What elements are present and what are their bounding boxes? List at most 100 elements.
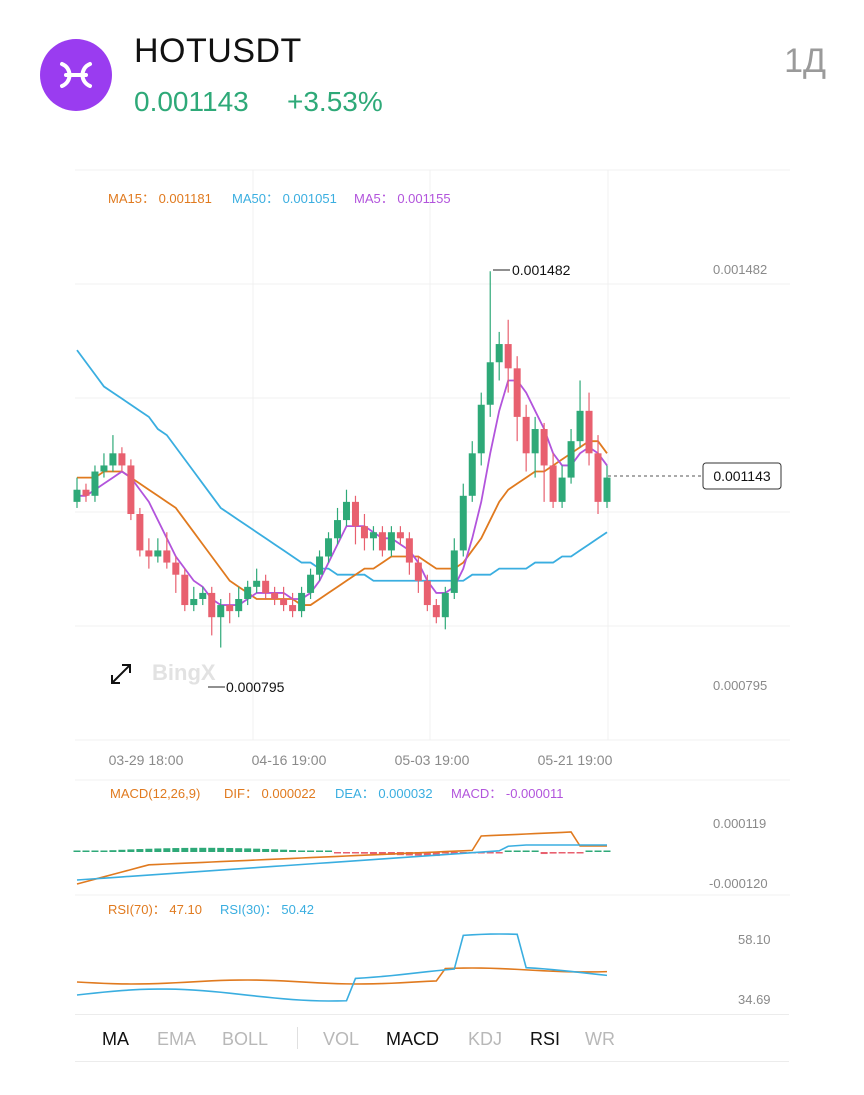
chart-area[interactable]: MA15： 0.001181 MA50： 0.001051 MA5： 0.001… bbox=[0, 0, 864, 1012]
candle-body bbox=[576, 410, 584, 442]
candle-body bbox=[585, 410, 593, 454]
axis-macd-low: -0.000120 bbox=[709, 876, 768, 891]
macd-bar bbox=[360, 852, 368, 854]
x-tick-label: 05-21 19:00 bbox=[538, 752, 613, 768]
macd-bar bbox=[495, 852, 503, 854]
candles bbox=[73, 271, 611, 648]
legend-ma50: MA50： 0.001051 bbox=[232, 191, 337, 206]
candle-body bbox=[280, 598, 288, 606]
period-selector[interactable]: 1Д bbox=[784, 42, 826, 80]
last-price: 0.001143 bbox=[134, 86, 249, 117]
macd-bar bbox=[549, 852, 557, 854]
macd-bar bbox=[486, 852, 494, 854]
candle-body bbox=[603, 477, 611, 502]
tab-kdj[interactable]: KDJ bbox=[468, 1029, 503, 1049]
macd-bar bbox=[414, 852, 422, 856]
candle-body bbox=[163, 550, 171, 563]
macd-bar bbox=[585, 850, 593, 852]
price-change: +3.53% bbox=[287, 86, 383, 117]
axis-price-high: 0.001482 bbox=[713, 262, 767, 277]
candle-body bbox=[118, 453, 126, 466]
macd-bar bbox=[73, 850, 81, 852]
candle-body bbox=[145, 550, 153, 557]
macd-bar bbox=[289, 850, 297, 852]
tab-wr[interactable]: WR bbox=[585, 1029, 615, 1049]
candle-body bbox=[441, 592, 449, 618]
x-tick-label: 04-16 19:00 bbox=[252, 752, 327, 768]
max-label: 0.001482 bbox=[512, 262, 571, 278]
macd-bar bbox=[226, 848, 234, 852]
moving-averages bbox=[76, 349, 608, 606]
candle-body bbox=[217, 605, 225, 618]
macd-bar bbox=[603, 850, 611, 852]
candle-body bbox=[82, 489, 90, 496]
rsi70-line bbox=[76, 967, 608, 985]
grid bbox=[75, 169, 790, 896]
candle-body bbox=[342, 501, 350, 521]
legend-dea: DEA： 0.000032 bbox=[335, 786, 433, 801]
macd-bar bbox=[450, 852, 458, 854]
candle-body bbox=[91, 471, 99, 496]
macd-bar bbox=[298, 850, 306, 852]
macd-bar bbox=[172, 848, 180, 852]
macd-bar bbox=[109, 850, 117, 852]
candle-body bbox=[73, 489, 81, 502]
macd-bar bbox=[334, 852, 342, 854]
header: HOTUSDT 0.001143 +3.53% 1Д bbox=[0, 0, 864, 150]
axis-macd-high: 0.000119 bbox=[713, 816, 766, 831]
macd-bar bbox=[531, 850, 539, 852]
candle-body bbox=[423, 580, 431, 606]
macd-bar bbox=[190, 847, 198, 852]
tab-ema[interactable]: EMA bbox=[157, 1029, 197, 1049]
candle-body bbox=[325, 538, 333, 557]
candle-body bbox=[360, 526, 368, 539]
ma5-line bbox=[77, 379, 608, 606]
legend-macd: MACD： -0.000011 bbox=[451, 786, 563, 801]
macd-bar bbox=[217, 847, 225, 852]
candle-body bbox=[208, 592, 216, 618]
macd-bar bbox=[522, 850, 530, 852]
tab-vol[interactable]: VOL bbox=[323, 1029, 360, 1049]
macd-bar bbox=[262, 848, 270, 852]
macd-bar bbox=[127, 849, 135, 852]
legend-ma5: MA5： 0.001155 bbox=[354, 191, 451, 206]
expand-icon[interactable] bbox=[111, 664, 131, 684]
candle-body bbox=[558, 477, 566, 502]
macd-bar bbox=[432, 852, 440, 857]
hot-logo-icon bbox=[40, 39, 112, 111]
x-axis-ticks: 03-29 18:00 04-16 19:00 05-03 19:00 05-21 1… bbox=[109, 752, 613, 768]
candle-body bbox=[316, 556, 324, 575]
tab-rsi[interactable]: RSI bbox=[530, 1029, 561, 1049]
macd-bar bbox=[145, 848, 153, 852]
candle-body bbox=[504, 344, 512, 369]
candle-body bbox=[405, 538, 413, 563]
candle-body bbox=[262, 580, 270, 593]
candle-body bbox=[244, 586, 252, 599]
current-price-label: 0.001143 bbox=[713, 468, 771, 484]
legend-dif: DIF： 0.000022 bbox=[224, 786, 316, 801]
candle-body bbox=[522, 416, 530, 454]
candle-body bbox=[199, 592, 207, 599]
tab-boll[interactable]: BOLL bbox=[222, 1029, 269, 1049]
macd-bar bbox=[325, 850, 333, 852]
candle-body bbox=[540, 429, 548, 466]
tab-ma[interactable]: MA bbox=[102, 1029, 129, 1049]
candle-body bbox=[477, 404, 485, 454]
candle-body bbox=[567, 441, 575, 478]
candle-body bbox=[432, 605, 440, 618]
candle-body bbox=[486, 362, 494, 405]
ma15-line bbox=[77, 440, 608, 606]
macd-bar bbox=[504, 850, 512, 852]
candle-body bbox=[271, 592, 279, 599]
macd-bar bbox=[82, 850, 90, 852]
macd-bar bbox=[351, 852, 359, 854]
candle-body bbox=[190, 598, 198, 606]
tab-macd[interactable]: MACD bbox=[386, 1029, 439, 1049]
ma50-line bbox=[76, 349, 608, 582]
macd-bar bbox=[253, 848, 261, 852]
macd-bar bbox=[307, 850, 315, 852]
macd-bar bbox=[423, 852, 431, 856]
candle-body bbox=[351, 501, 359, 527]
candle-body bbox=[531, 429, 539, 454]
macd-bar bbox=[235, 848, 243, 852]
